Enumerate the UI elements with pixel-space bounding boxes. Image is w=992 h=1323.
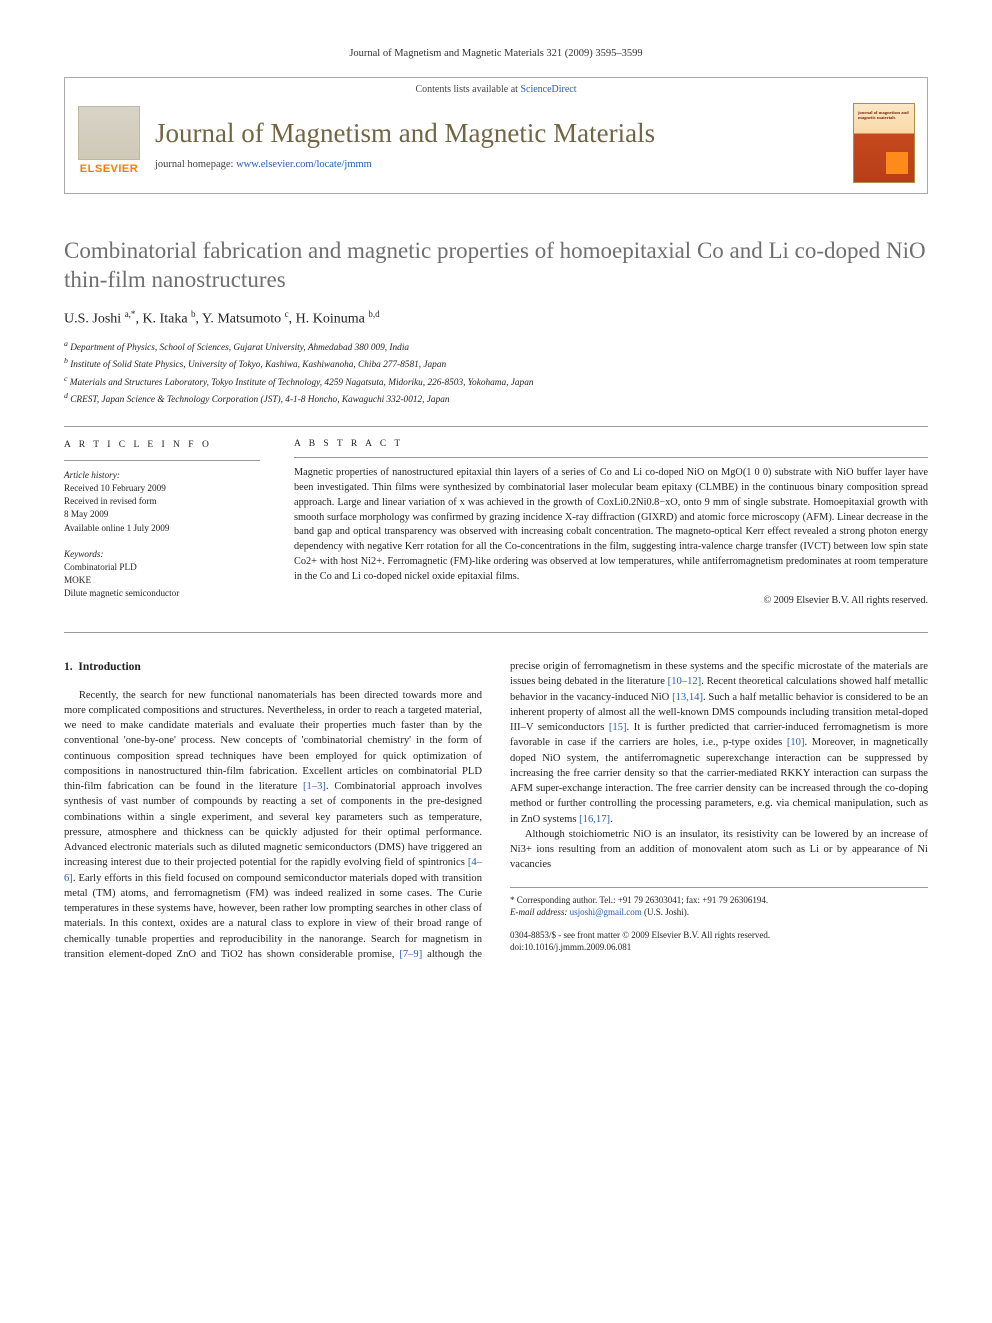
article-info-block: A R T I C L E I N F O Article history: R… (64, 439, 260, 606)
section-heading: 1. Introduction (64, 659, 482, 676)
contents-prefix: Contents lists available at (415, 84, 520, 95)
body-para-2: Although stoichiometric NiO is an insula… (510, 827, 928, 873)
abstract-heading: A B S T R A C T (294, 439, 928, 449)
cover-square-icon (886, 152, 908, 174)
journal-cover-thumb: journal of magnetism and magnetic materi… (853, 103, 915, 183)
elsevier-logo: ELSEVIER (77, 106, 141, 180)
email-link[interactable]: usjoshi@gmail.com (570, 907, 642, 917)
ref-link[interactable]: [10–12] (668, 676, 702, 687)
footer-issn: 0304-8853/$ - see front matter © 2009 El… (510, 929, 928, 942)
journal-title: Journal of Magnetism and Magnetic Materi… (155, 118, 841, 149)
ref-link[interactable]: [10] (787, 737, 805, 748)
journal-homepage: journal homepage: www.elsevier.com/locat… (155, 159, 841, 170)
divider (64, 426, 928, 427)
article-info-heading: A R T I C L E I N F O (64, 439, 260, 452)
corresponding-author: * Corresponding author. Tel.: +91 79 263… (510, 894, 928, 907)
running-head: Journal of Magnetism and Magnetic Materi… (64, 48, 928, 59)
abstract-block: A B S T R A C T Magnetic properties of n… (294, 439, 928, 606)
ref-link[interactable]: [15] (609, 722, 627, 733)
footer-block: 0304-8853/$ - see front matter © 2009 El… (510, 929, 928, 954)
history-revised-2: 8 May 2009 (64, 508, 260, 521)
elsevier-wordmark: ELSEVIER (80, 163, 138, 175)
homepage-prefix: journal homepage: (155, 159, 236, 170)
ref-link[interactable]: [13,14] (672, 692, 703, 703)
affiliation-c: c Materials and Structures Laboratory, T… (64, 373, 928, 391)
affiliation-d: d CREST, Japan Science & Technology Corp… (64, 390, 928, 408)
footnotes: * Corresponding author. Tel.: +91 79 263… (510, 887, 928, 919)
body-columns: 1. Introduction Recently, the search for… (64, 659, 928, 962)
author-list: U.S. Joshi a,*, K. Itaka b, Y. Matsumoto… (64, 309, 928, 328)
footer-doi: doi:10.1016/j.jmmm.2009.06.081 (510, 941, 928, 954)
ref-link[interactable]: [1–3] (303, 781, 326, 792)
affiliations: a Department of Physics, School of Scien… (64, 338, 928, 408)
homepage-link[interactable]: www.elsevier.com/locate/jmmm (236, 159, 372, 170)
keyword-2: MOKE (64, 574, 260, 587)
corresponding-email: E-mail address: usjoshi@gmail.com (U.S. … (510, 906, 928, 919)
affiliation-a: a Department of Physics, School of Scien… (64, 338, 928, 356)
cover-text: journal of magnetism and magnetic materi… (858, 110, 910, 132)
ref-link[interactable]: [7–9] (399, 949, 422, 960)
abstract-copyright: © 2009 Elsevier B.V. All rights reserved… (294, 595, 928, 606)
ref-link[interactable]: [16,17] (579, 814, 610, 825)
abstract-text: Magnetic properties of nanostructured ep… (294, 466, 928, 585)
keyword-1: Combinatorial PLD (64, 561, 260, 574)
divider (64, 632, 928, 633)
affiliation-b: b Institute of Solid State Physics, Univ… (64, 355, 928, 373)
history-heading: Article history: (64, 469, 260, 482)
elsevier-tree-icon (78, 106, 140, 160)
sciencedirect-link[interactable]: ScienceDirect (520, 84, 576, 95)
history-online: Available online 1 July 2009 (64, 522, 260, 535)
journal-banner: Contents lists available at ScienceDirec… (64, 77, 928, 194)
history-received: Received 10 February 2009 (64, 482, 260, 495)
keywords-heading: Keywords: (64, 548, 260, 561)
article-title: Combinatorial fabrication and magnetic p… (64, 236, 928, 295)
keyword-3: Dilute magnetic semiconductor (64, 587, 260, 600)
history-revised-1: Received in revised form (64, 495, 260, 508)
contents-line: Contents lists available at ScienceDirec… (65, 78, 927, 99)
